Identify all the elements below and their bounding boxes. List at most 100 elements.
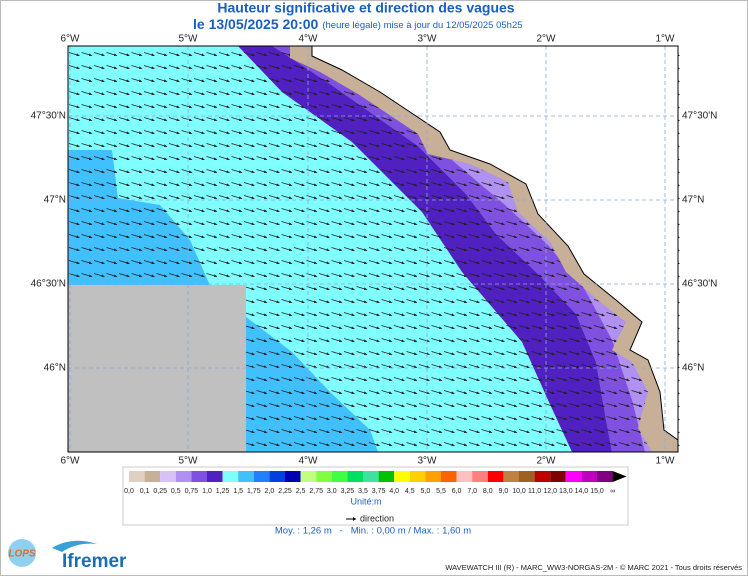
direction-head bbox=[288, 417, 293, 420]
legend-swatch bbox=[363, 471, 379, 482]
direction-head bbox=[501, 404, 505, 407]
direction-head bbox=[276, 79, 280, 82]
direction-head bbox=[301, 313, 305, 316]
direction-head bbox=[351, 391, 355, 394]
direction-head bbox=[576, 313, 580, 316]
direction-head bbox=[363, 313, 368, 316]
direction-head bbox=[226, 235, 230, 239]
lon-label-bottom: 4°W bbox=[299, 456, 319, 467]
legend-swatch bbox=[472, 471, 488, 482]
direction-head bbox=[238, 209, 243, 213]
direction-head bbox=[101, 235, 105, 239]
direction-head bbox=[301, 391, 305, 394]
legend-label: 5,0 bbox=[421, 488, 431, 495]
direction-head bbox=[288, 300, 293, 303]
direction-head bbox=[438, 235, 443, 239]
direction-head bbox=[363, 274, 368, 277]
direction-head bbox=[376, 183, 380, 187]
lon-label-top: 2°W bbox=[537, 34, 557, 45]
direction-head bbox=[313, 196, 318, 200]
direction-head bbox=[126, 274, 130, 277]
direction-head bbox=[263, 248, 268, 252]
direction-head bbox=[551, 352, 555, 355]
direction-head bbox=[413, 157, 418, 161]
direction-head bbox=[551, 261, 555, 264]
direction-head bbox=[338, 378, 343, 381]
direction-head bbox=[251, 92, 255, 95]
legend-label: 2,25 bbox=[278, 488, 292, 495]
legend-label: 0,1 bbox=[140, 488, 150, 495]
direction-head bbox=[501, 222, 505, 226]
legend-swatch bbox=[144, 471, 161, 482]
direction-head bbox=[251, 443, 255, 446]
direction-head bbox=[338, 274, 343, 277]
direction-head bbox=[276, 144, 280, 148]
direction-head bbox=[138, 157, 143, 161]
direction-head bbox=[163, 157, 168, 161]
legend-swatch bbox=[534, 471, 551, 482]
direction-head bbox=[288, 144, 293, 148]
direction-head bbox=[251, 417, 255, 420]
lon-label-bottom: 6°W bbox=[61, 456, 81, 467]
direction-head bbox=[151, 92, 155, 95]
direction-head bbox=[251, 235, 255, 239]
direction-head bbox=[301, 105, 305, 108]
direction-head bbox=[401, 274, 405, 277]
legend-label: 6,0 bbox=[452, 488, 462, 495]
direction-head bbox=[376, 209, 380, 213]
direction-head bbox=[276, 183, 280, 187]
direction-head bbox=[313, 79, 318, 82]
direction-head bbox=[463, 248, 468, 252]
direction-head bbox=[113, 248, 118, 252]
direction-head bbox=[388, 157, 393, 161]
direction-head bbox=[201, 209, 205, 213]
direction-head bbox=[476, 261, 480, 264]
direction-head bbox=[426, 274, 430, 277]
direction-head bbox=[451, 352, 455, 355]
legend-label: 5,5 bbox=[436, 488, 446, 495]
direction-head bbox=[188, 261, 193, 264]
direction-head bbox=[301, 365, 305, 368]
legend-label: 13,0 bbox=[559, 488, 573, 495]
direction-head bbox=[476, 443, 480, 446]
direction-head bbox=[501, 443, 505, 446]
direction-head bbox=[163, 274, 168, 277]
direction-head bbox=[613, 378, 618, 381]
direction-head bbox=[301, 196, 305, 200]
direction-head bbox=[213, 235, 218, 239]
direction-head bbox=[351, 170, 355, 174]
direction-head bbox=[126, 170, 130, 174]
legend-label: 0,5 bbox=[171, 488, 181, 495]
direction-head bbox=[476, 183, 480, 187]
direction-head bbox=[188, 144, 193, 148]
direction-head bbox=[401, 131, 405, 135]
direction-head bbox=[338, 105, 343, 108]
direction-head bbox=[288, 352, 293, 355]
direction-head bbox=[501, 209, 505, 213]
direction-head bbox=[538, 248, 543, 252]
direction-head bbox=[351, 417, 355, 420]
direction-head bbox=[376, 365, 380, 368]
direction-head bbox=[138, 222, 143, 226]
direction-head bbox=[226, 170, 230, 174]
direction-head bbox=[76, 235, 80, 239]
direction-head bbox=[401, 157, 405, 161]
direction-head bbox=[163, 170, 168, 174]
direction-head bbox=[126, 261, 130, 264]
direction-head bbox=[463, 391, 468, 394]
direction-head bbox=[438, 300, 443, 303]
direction-head bbox=[401, 404, 405, 407]
direction-head bbox=[301, 378, 305, 381]
direction-head bbox=[613, 326, 618, 329]
direction-head bbox=[501, 261, 505, 264]
direction-head bbox=[551, 404, 555, 407]
direction-head bbox=[351, 430, 355, 433]
direction-head bbox=[338, 352, 343, 355]
direction-head bbox=[126, 209, 130, 213]
direction-head bbox=[376, 170, 380, 174]
direction-head bbox=[438, 222, 443, 226]
direction-head bbox=[226, 183, 230, 187]
direction-head bbox=[626, 417, 630, 420]
direction-head bbox=[363, 209, 368, 213]
direction-head bbox=[126, 53, 130, 56]
